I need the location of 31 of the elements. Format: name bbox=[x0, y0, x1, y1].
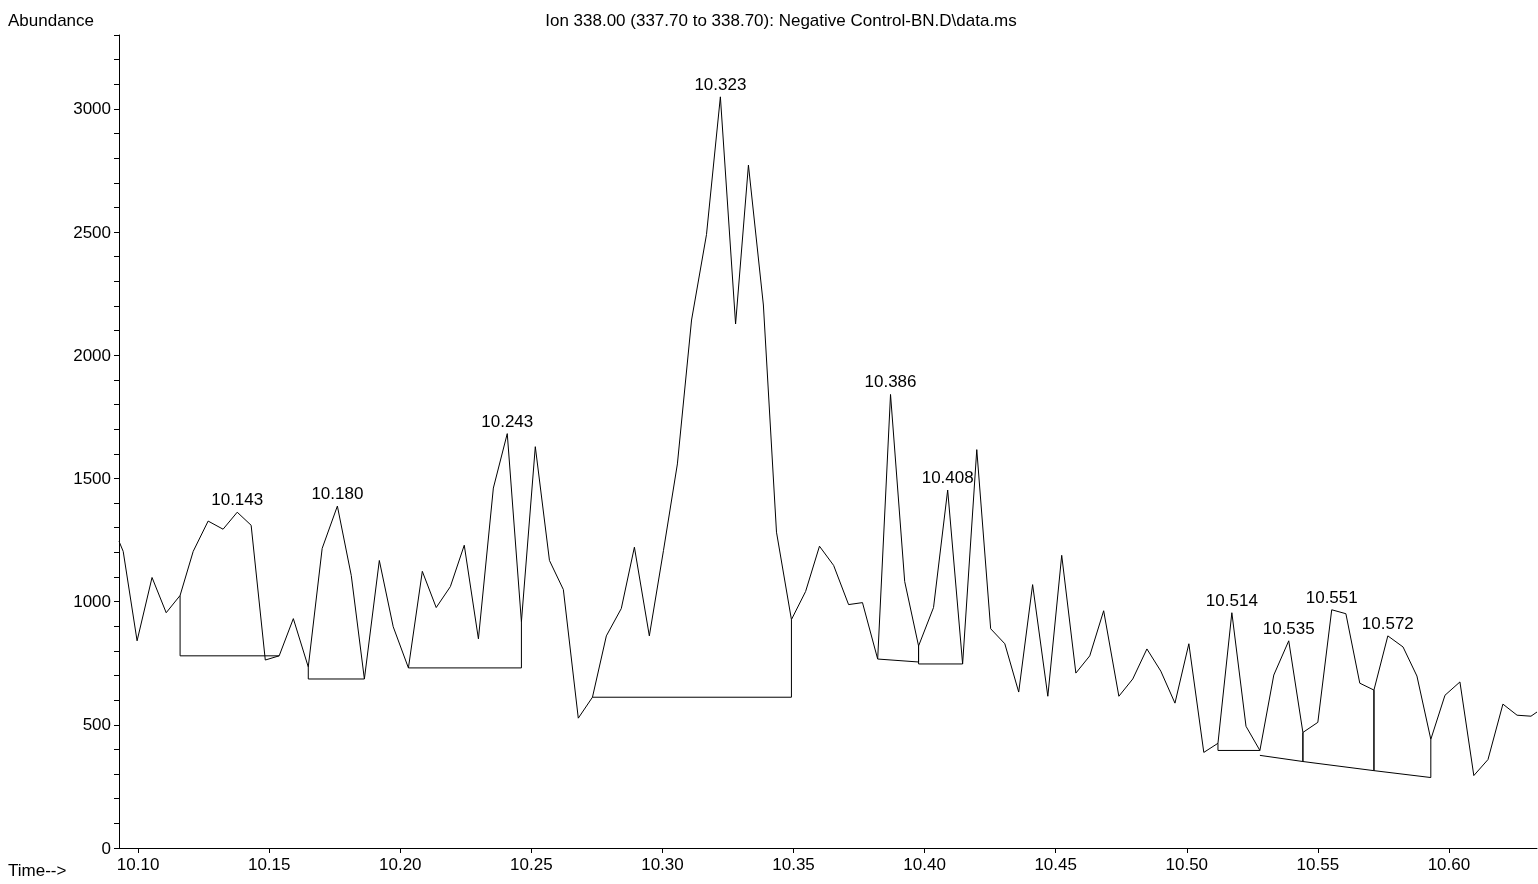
x-tick-label: 10.25 bbox=[510, 855, 553, 874]
x-axis-title: Time--> bbox=[8, 861, 67, 880]
y-axis-title: Abundance bbox=[8, 11, 95, 30]
annotation: 10.572 bbox=[1361, 613, 1414, 633]
annotation: 10.535 bbox=[1262, 618, 1315, 638]
annotation: 10.551 bbox=[1305, 587, 1358, 607]
x-tick-label: 10.10 bbox=[116, 855, 160, 874]
y-tick-label: 1500 bbox=[73, 468, 111, 488]
x-tick-label: 10.30 bbox=[641, 855, 684, 874]
x-tick-label: 10.15 bbox=[247, 855, 291, 874]
x-tick-label: 10.50 bbox=[1165, 855, 1209, 874]
annotation: 10.514 bbox=[1205, 590, 1258, 610]
y-tick-label: 2000 bbox=[73, 345, 111, 365]
x-tick-label: 10.55 bbox=[1296, 855, 1340, 874]
y-tick-label: 1000 bbox=[73, 592, 111, 612]
x-tick-label: 10.45 bbox=[1034, 855, 1077, 874]
annotation: 10.180 bbox=[311, 484, 364, 504]
annotation: 10.143 bbox=[211, 490, 264, 510]
annotation: 10.243 bbox=[481, 411, 534, 431]
x-tick-label: 10.20 bbox=[379, 855, 422, 874]
y-tick-label: 2500 bbox=[73, 222, 111, 242]
annotation: 10.386 bbox=[864, 372, 917, 392]
y-tick-label: 3000 bbox=[73, 99, 111, 119]
x-tick-label: 10.60 bbox=[1427, 855, 1471, 874]
x-tick-label: 10.40 bbox=[903, 855, 946, 874]
annotation: 10.323 bbox=[694, 74, 747, 94]
y-tick-label: 0 bbox=[101, 838, 111, 858]
annotation: 10.408 bbox=[921, 468, 974, 488]
y-tick-label: 500 bbox=[82, 715, 111, 735]
x-tick-label: 10.35 bbox=[772, 855, 815, 874]
chart-title: Ion 338.00 (337.70 to 338.70): Negative Control-BN.D\data.ms bbox=[545, 11, 1017, 30]
